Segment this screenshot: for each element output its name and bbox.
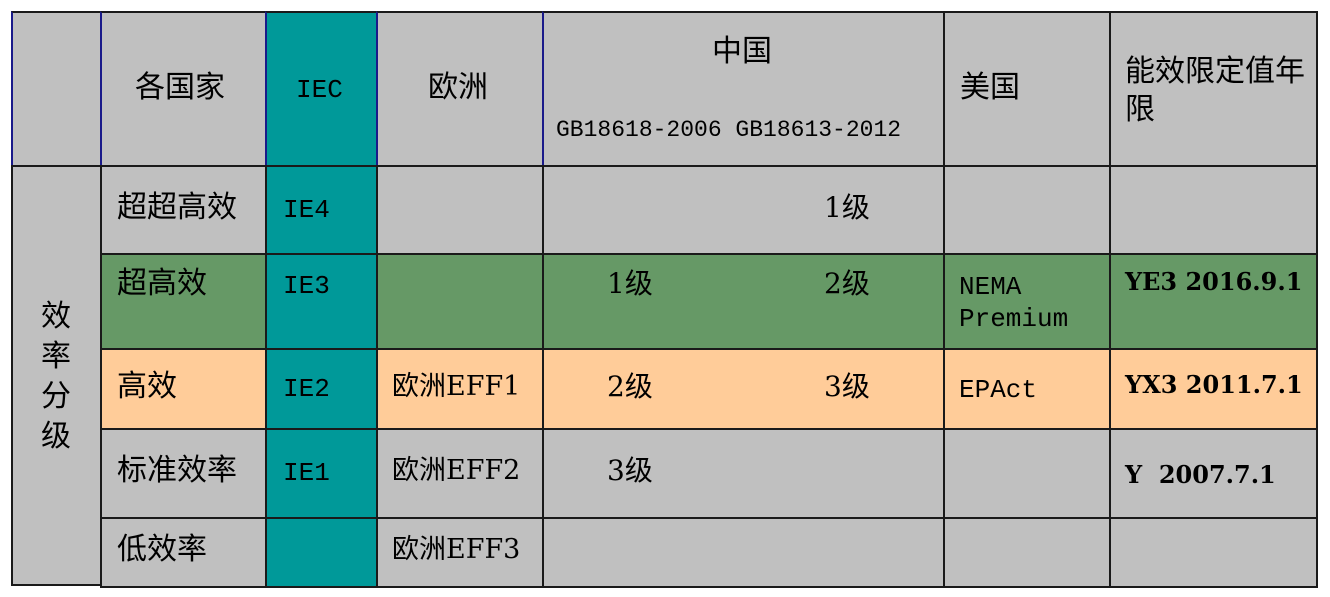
- header-iec: IEC: [296, 75, 343, 105]
- level-label: 低效率: [117, 532, 207, 567]
- level-label: 高效: [117, 369, 177, 404]
- cell-usa: [943, 165, 1111, 255]
- cell-level: 高效: [100, 348, 267, 430]
- europe-class: 欧洲EFF2: [392, 455, 521, 486]
- cell-china: 1级: [542, 165, 945, 255]
- cell-europe: 欧洲EFF3: [376, 517, 544, 588]
- europe-class: 欧洲EFF1: [392, 371, 521, 402]
- cell-iec: IE2: [265, 348, 378, 430]
- row-group-label: 效率分级: [41, 299, 71, 454]
- cell-china: 1级 2级: [542, 253, 945, 350]
- limit-date: YE3 2016.9.1: [1125, 267, 1303, 296]
- cell-usa: NEMA Premium: [943, 253, 1111, 350]
- header-countries: 各国家: [135, 70, 225, 105]
- cell-china: 3级: [542, 428, 945, 519]
- cell-level: 超高效: [100, 253, 267, 350]
- limit-date: Y 2007.7.1: [1125, 460, 1276, 489]
- usa-standard: EPAct: [959, 375, 1038, 405]
- cell-usa: EPAct: [943, 348, 1111, 430]
- iec-class: IE3: [283, 271, 330, 301]
- china-2012-grade: 1级: [824, 191, 870, 224]
- cell-china: 2级 3级: [542, 348, 945, 430]
- cell-china: [542, 517, 945, 588]
- header-countries-cell: 各国家: [100, 11, 267, 167]
- iec-class: IE1: [283, 458, 330, 488]
- cell-level: 低效率: [100, 517, 267, 588]
- china-2006-grade: 3级: [607, 454, 653, 487]
- cell-iec: IE4: [265, 165, 378, 255]
- level-label: 标准效率: [117, 453, 237, 488]
- iec-class: IE2: [283, 374, 330, 404]
- cell-europe: 欧洲EFF2: [376, 428, 544, 519]
- usa-standard: NEMA Premium: [959, 272, 1069, 334]
- cell-europe: [376, 253, 544, 350]
- limit-date: YX3 2011.7.1: [1125, 370, 1303, 399]
- cell-usa: [943, 428, 1111, 519]
- china-2012-grade: 2级: [824, 267, 870, 300]
- cell-limit: [1109, 517, 1318, 588]
- cell-iec: IE3: [265, 253, 378, 350]
- header-china-cell: 中国 GB18618-2006 GB18613-2012: [542, 11, 945, 167]
- cell-iec: [265, 517, 378, 588]
- header-europe: 欧洲: [428, 70, 488, 105]
- cell-level: 标准效率: [100, 428, 267, 519]
- header-iec-cell: IEC: [265, 11, 378, 167]
- header-china: 中国: [712, 34, 772, 69]
- header-limit-cell: 能效限定值年限: [1109, 11, 1318, 167]
- europe-class: 欧洲EFF3: [392, 534, 521, 565]
- cell-limit: [1109, 165, 1318, 255]
- cell-limit: Y 2007.7.1: [1109, 428, 1318, 519]
- header-usa: 美国: [960, 70, 1020, 105]
- china-2012-grade: 3级: [824, 370, 870, 403]
- level-label: 超高效: [117, 266, 207, 301]
- china-2006-grade: 2级: [607, 370, 653, 403]
- cell-usa: [943, 517, 1111, 588]
- level-label: 超超高效: [117, 190, 237, 225]
- iec-class: IE4: [283, 195, 330, 225]
- cell-limit: YE3 2016.9.1: [1109, 253, 1318, 350]
- cell-europe: [376, 165, 544, 255]
- header-china-standards: GB18618-2006 GB18613-2012: [556, 117, 902, 143]
- header-usa-cell: 美国: [943, 11, 1111, 167]
- china-2006-grade: 1级: [607, 267, 653, 300]
- cell-europe: 欧洲EFF1: [376, 348, 544, 430]
- cell-iec: IE1: [265, 428, 378, 519]
- header-corner-cell: [11, 11, 102, 167]
- header-limit-year: 能效限定值年限: [1125, 54, 1305, 127]
- cell-level: 超超高效: [100, 165, 267, 255]
- cell-limit: YX3 2011.7.1: [1109, 348, 1318, 430]
- row-group-cell: 效率分级: [11, 165, 102, 586]
- header-europe-cell: 欧洲: [376, 11, 544, 167]
